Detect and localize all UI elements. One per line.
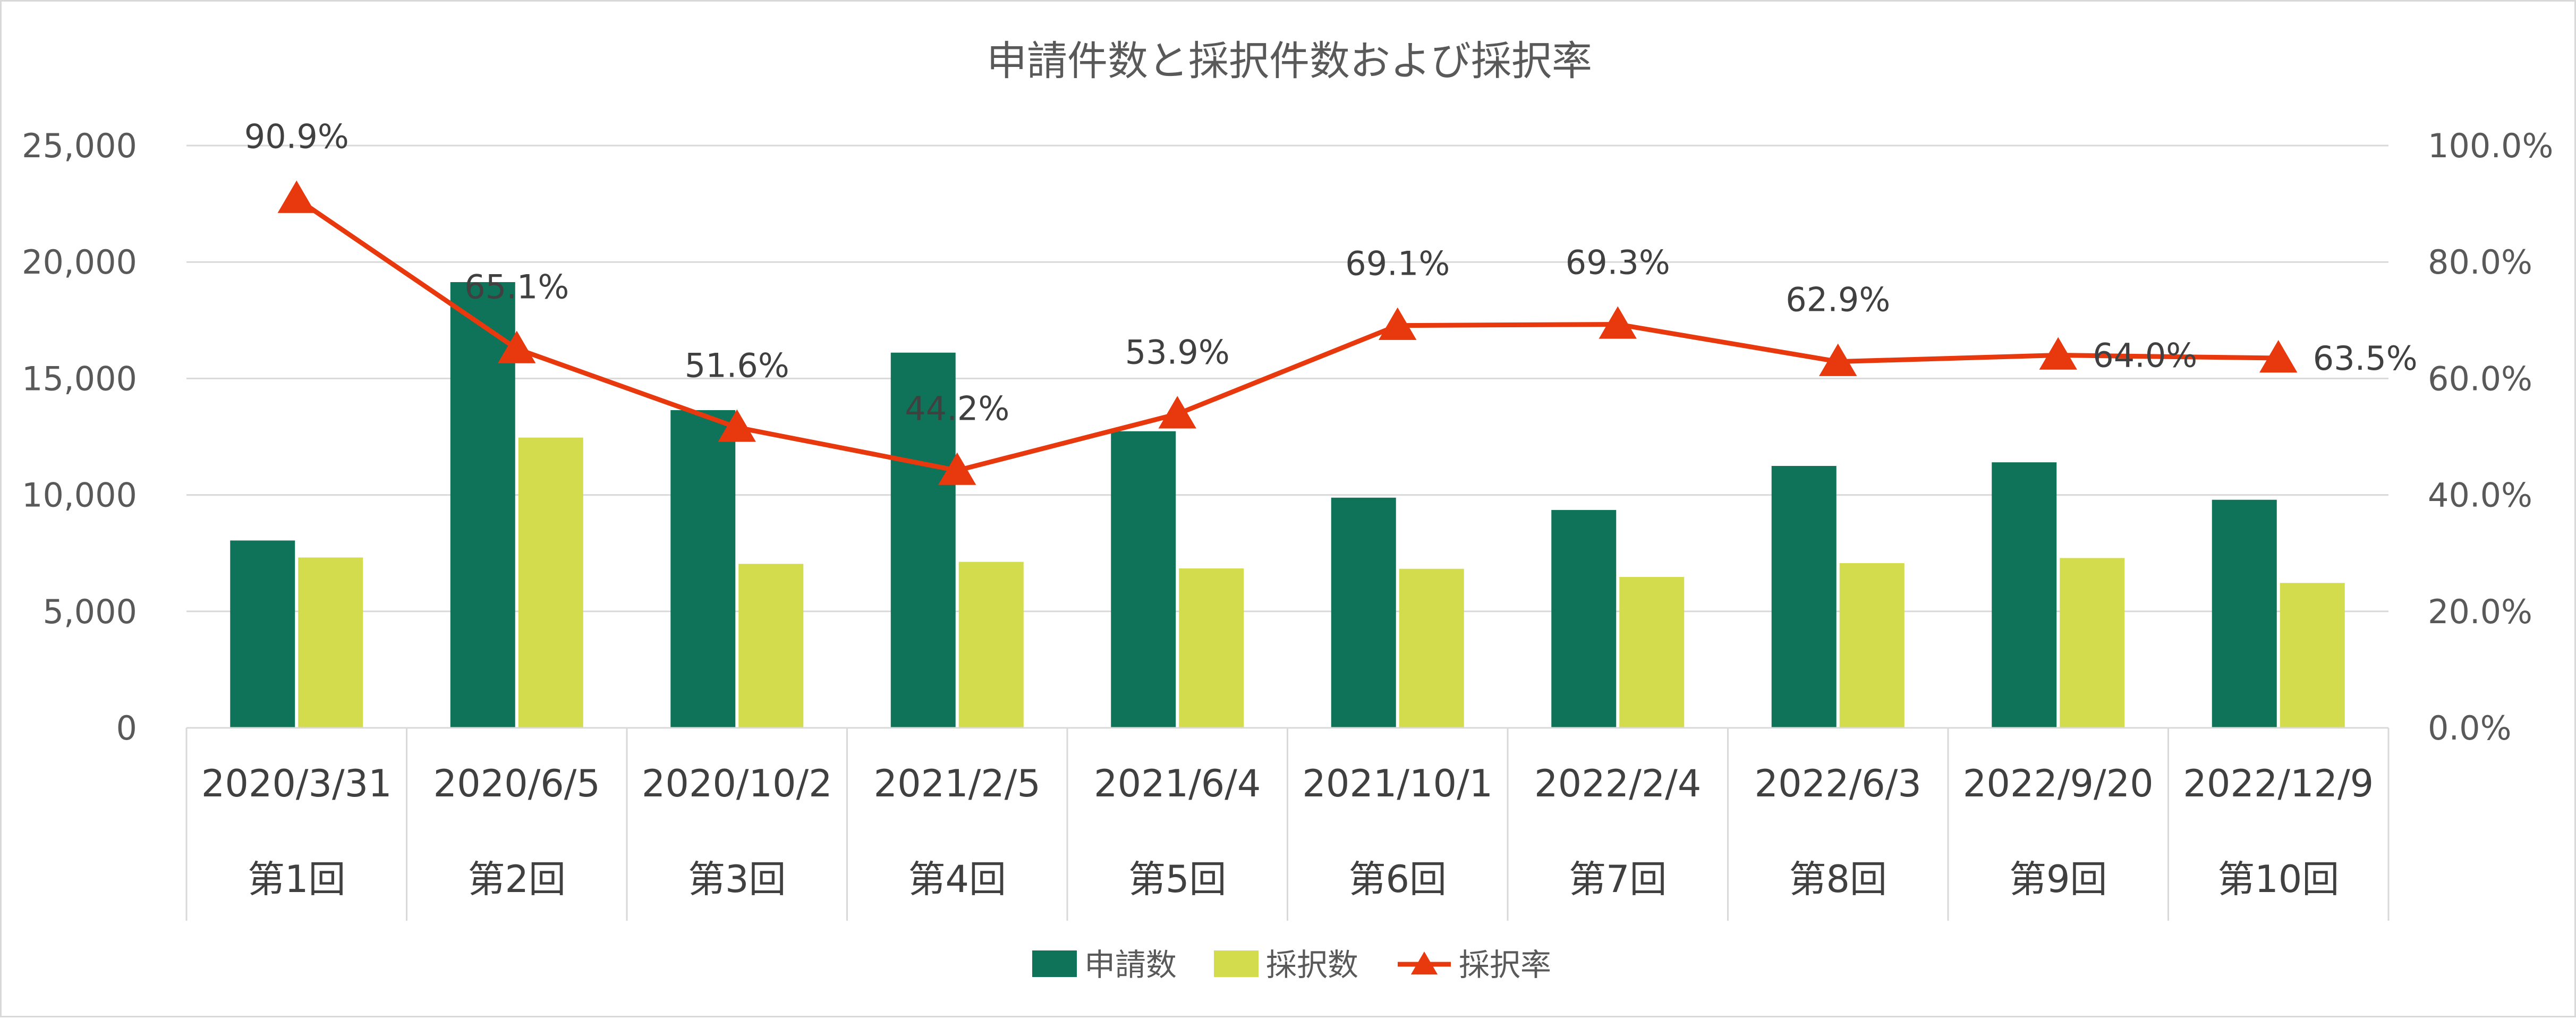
x-tick-label-date: 2021/6/4: [1094, 762, 1261, 805]
rate-marker: [718, 409, 756, 442]
bar-applications: [2212, 499, 2277, 728]
bar-applications: [1331, 497, 1396, 728]
y-right-tick-label: 0.0%: [2428, 709, 2512, 748]
x-tick-label-date: 2022/6/3: [1755, 762, 1922, 805]
x-tick-label-round: 第2回: [467, 857, 566, 901]
x-tick-label-date: 2021/2/5: [874, 762, 1041, 805]
y-right-tick-label: 80.0%: [2428, 243, 2532, 282]
rate-marker: [498, 330, 536, 363]
bar-applications: [1111, 431, 1176, 728]
bar-adoptions: [1619, 576, 1685, 728]
legend-swatch-applications: [1032, 950, 1077, 977]
x-tick-label-round: 第6回: [1348, 857, 1447, 901]
x-tick-label-date: 2020/6/5: [433, 762, 600, 805]
x-tick-label-round: 第7回: [1569, 857, 1667, 901]
bar-applications: [670, 410, 736, 728]
bar-adoptions: [518, 437, 583, 728]
y-right-tick-label: 60.0%: [2428, 359, 2532, 398]
bar-adoptions: [1839, 563, 1905, 728]
y-left-tick-label: 20,000: [22, 243, 137, 282]
x-tick-label-date: 2020/10/2: [642, 762, 832, 805]
legend-marker-rate: [1410, 952, 1438, 975]
y-left-tick-label: 5,000: [43, 592, 138, 631]
rate-marker: [2259, 340, 2298, 373]
rate-data-label: 90.9%: [244, 117, 349, 156]
bar-adoptions: [298, 557, 363, 728]
rate-data-label: 44.2%: [905, 389, 1009, 428]
bar-applications: [450, 282, 515, 728]
gridlines: [186, 145, 2388, 613]
rate-data-label: 51.6%: [685, 346, 789, 385]
bar-applications: [230, 540, 295, 728]
rate-marker: [277, 180, 316, 213]
rate-data-label: 64.0%: [2093, 336, 2197, 375]
y-left-tick-label: 10,000: [22, 476, 137, 515]
y-right-tick-label: 20.0%: [2428, 592, 2532, 631]
y-right-tick-label: 40.0%: [2428, 476, 2532, 515]
bar-adoptions: [958, 562, 1024, 728]
rate-data-label: 65.1%: [464, 268, 569, 307]
x-tick-label-round: 第1回: [248, 857, 346, 901]
bar-applications: [1992, 462, 2057, 728]
x-tick-label-round: 第4回: [908, 857, 1006, 901]
bar-adoptions: [2060, 558, 2125, 728]
x-tick-label-round: 第3回: [688, 857, 786, 901]
rate-data-label: 69.1%: [1345, 244, 1450, 283]
x-tick-label-date: 2020/3/31: [201, 762, 392, 805]
bar-adoptions: [1179, 568, 1244, 728]
x-tick-label-round: 第5回: [1128, 857, 1227, 901]
x-tick-label-round: 第8回: [1789, 857, 1887, 901]
y-left-tick-label: 15,000: [22, 359, 137, 398]
rate-marker: [1158, 396, 1196, 429]
bar-layer: [230, 282, 2345, 728]
bar-applications: [1551, 509, 1617, 728]
rate-data-label: 53.9%: [1125, 333, 1230, 371]
legend-swatch-adoptions: [1214, 950, 1259, 977]
x-tick-label-round: 第10回: [2217, 857, 2339, 901]
rate-data-label: 63.5%: [2313, 339, 2418, 378]
x-tick-label-date: 2022/9/20: [1963, 762, 2154, 805]
bar-adoptions: [1399, 568, 1464, 728]
rate-marker: [1599, 306, 1637, 339]
rate-marker: [2039, 337, 2077, 370]
rate-line-layer: 90.9% 65.1% 51.6% 44.2% 53.9% 69.1% 69.3% 62.9%…: [244, 117, 2418, 485]
y-left-tick-label: 0: [116, 709, 137, 748]
rate-line: [295, 197, 2279, 473]
bar-adoptions: [738, 564, 804, 728]
rate-marker: [938, 452, 976, 485]
chart-title: 申請件数と採択件数および採択率: [987, 37, 1592, 84]
legend-label-rate: 採択率: [1459, 947, 1551, 983]
rate-data-label: 69.3%: [1566, 243, 1670, 282]
bar-applications: [1771, 465, 1837, 728]
x-tick-label-date: 2021/10/1: [1302, 762, 1493, 805]
bar-adoptions: [2280, 583, 2345, 728]
x-tick-label-date: 2022/2/4: [1534, 762, 1701, 805]
rate-marker: [1819, 343, 1857, 376]
legend-label-adoptions: 採択数: [1266, 947, 1358, 983]
axes: 0 5,000 10,000 15,000 20,000 25,000 0.0% 20.0% 4…: [22, 126, 2553, 921]
rate-marker: [1379, 307, 1417, 340]
bar-applications: [890, 352, 956, 728]
x-tick-label-round: 第9回: [2009, 857, 2107, 901]
y-right-tick-label: 100.0%: [2428, 126, 2553, 165]
rate-data-label: 62.9%: [1786, 281, 1890, 319]
legend-label-applications: 申請数: [1084, 947, 1177, 983]
y-left-tick-label: 25,000: [22, 126, 137, 165]
legend: 申請数 採択数 採択率: [1032, 947, 1551, 983]
x-tick-label-date: 2022/12/9: [2183, 762, 2374, 805]
